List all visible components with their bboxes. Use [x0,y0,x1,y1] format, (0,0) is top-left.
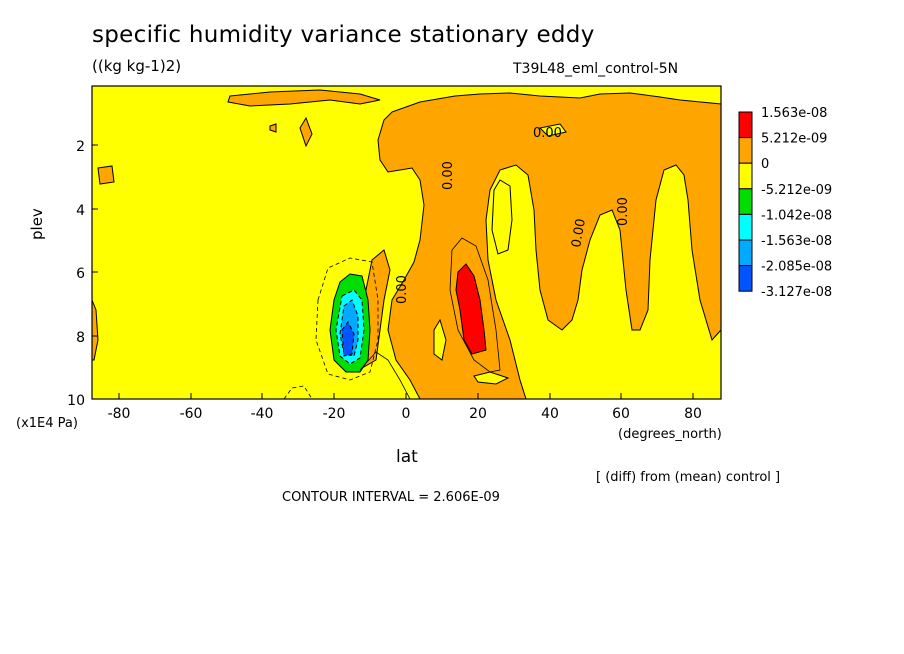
x-tick-label: 20 [469,406,487,422]
y-axis: 2 4 6 8 10 [67,139,98,409]
color-legend: 1.563e-08 5.212e-09 0 -5.212e-09 -1.042e-08 -… [738,106,832,300]
x-axis-label: lat [396,447,418,467]
contour-thin-south [359,351,411,400]
x-tick-label: -80 [108,406,131,422]
contour-fill-blue [341,321,355,357]
contour-fill-yellow-hole1 [491,179,513,255]
contour-fill-orange-dot1 [299,116,313,148]
contour-fill-yellow-hole2 [433,318,447,361]
y-axis-units: (x1E4 Pa) [16,416,78,431]
x-tick-label: 40 [541,406,559,422]
legend-label: -3.127e-08 [761,285,832,300]
legend-label: -1.042e-08 [761,208,832,223]
run-label: T39L48_eml_control-5N [513,61,679,77]
legend-swatch [738,213,753,241]
contour-fill-orange-dot3 [269,123,277,133]
contour-fill-yellow-hole4 [538,123,567,137]
contour-label: 0.00 [616,197,631,226]
y-tick-label: 2 [76,139,85,155]
x-tick-label: -20 [323,406,346,422]
contour-fill-red [455,263,487,355]
chart-title: specific humidity variance stationary ed… [92,22,595,48]
contour-label: 0.00 [395,275,410,304]
legend-swatch [738,265,753,292]
x-tick-label: 60 [612,406,630,422]
legend-label: 5.212e-09 [761,132,827,147]
legend-swatch [738,111,753,139]
contour-fill-yellow-hole3 [473,371,510,385]
x-tick-label: 80 [684,406,702,422]
contour-field: 0.00 0.00 0.00 0.00 0.00 [91,86,722,400]
legend-label: -1.563e-08 [761,234,832,249]
contour-fill-orange-strip [227,89,381,107]
y-tick-label: 8 [76,330,85,346]
chart-units: ((kg kg-1)2) [92,57,182,75]
contour-fill-orange-dot2 [97,165,115,185]
contour-thin-line-red [449,237,501,373]
legend-swatch [738,162,753,190]
legend-label: -2.085e-08 [761,260,832,275]
contour-interval: CONTOUR INTERVAL = 2.606E-09 [282,490,500,505]
x-tick-label: -60 [180,406,203,422]
legend-swatch [738,239,753,267]
x-axis-units: (degrees_north) [618,427,722,442]
legend-label: 0 [761,157,769,172]
x-tick-label: 0 [402,406,411,422]
contour-label: 0.00 [441,161,456,190]
y-tick-label: 6 [76,266,85,282]
contour-label: 0.00 [533,126,562,141]
y-tick-label: 4 [76,203,85,219]
y-tick-label: 10 [67,393,85,409]
legend-label: 1.563e-08 [761,106,827,121]
x-tick-label: -40 [251,406,274,422]
x-axis: -80 -60 -40 -20 0 20 40 60 80 [108,393,702,422]
diff-note: [ (diff) from (mean) control ] [596,470,781,485]
contour-dashed-outer [315,257,379,381]
legend-swatch [738,137,753,164]
legend-label: -5.212e-09 [761,183,832,198]
legend-swatch [738,188,753,215]
contour-label: 0.00 [569,218,589,249]
